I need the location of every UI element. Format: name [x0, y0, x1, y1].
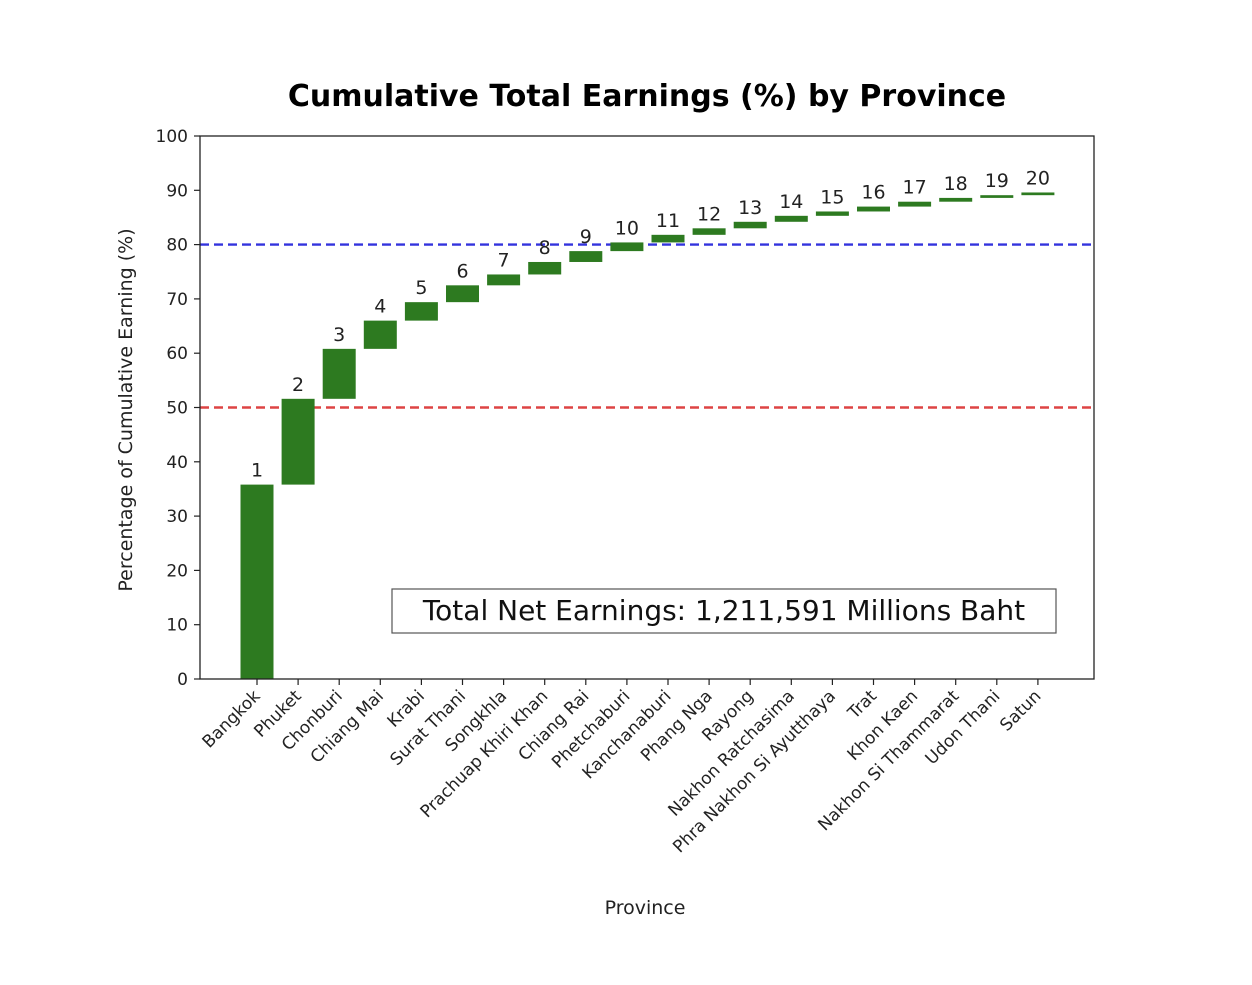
y-tick-label: 50 [166, 399, 188, 419]
y-axis-label: Percentage of Cumulative Earning (%) [115, 228, 137, 591]
bar-rank-label: 2 [292, 374, 304, 396]
y-tick-label: 30 [166, 507, 188, 527]
bar-rank-label: 6 [456, 260, 468, 282]
bar-rank-label: 9 [580, 226, 592, 248]
bar-rank-label: 12 [697, 203, 721, 225]
bar-rank-label: 3 [333, 324, 345, 346]
annotation-box: Total Net Earnings: 1,211,591 Millions B… [391, 588, 1057, 634]
bar-10 [610, 242, 644, 252]
plot-frame [199, 135, 1095, 680]
bar-14 [774, 215, 808, 222]
bar-19 [980, 195, 1014, 198]
bar-20 [1021, 192, 1055, 196]
bar-1 [240, 484, 274, 679]
bar-rank-label: 10 [615, 217, 639, 239]
y-tick-label: 40 [166, 453, 188, 473]
y-tick-label: 90 [166, 181, 188, 201]
bar-rank-label: 19 [985, 170, 1009, 192]
bar-rank-label: 17 [903, 177, 927, 199]
bar-6 [446, 285, 479, 303]
bar-5 [404, 302, 438, 321]
bar-16 [857, 206, 890, 212]
bar-rank-label: 5 [415, 277, 427, 299]
bar-rank-label: 7 [498, 249, 510, 271]
y-tick-label: 20 [166, 561, 188, 581]
total-net-earnings-annotation: Total Net Earnings: 1,211,591 Millions B… [422, 594, 1025, 627]
chart-title: Cumulative Total Earnings (%) by Provinc… [288, 79, 1006, 114]
bar-rank-label: 8 [539, 237, 551, 259]
bar-11 [651, 234, 685, 243]
bar-12 [692, 228, 726, 235]
y-tick-label: 0 [177, 670, 188, 690]
bar-rank-label: 14 [779, 191, 803, 213]
bar-rank-label: 4 [374, 296, 386, 318]
y-tick-label: 60 [166, 344, 188, 364]
y-tick-label: 100 [156, 127, 188, 147]
bar-rank-label: 15 [820, 186, 844, 208]
bar-4 [363, 320, 397, 349]
bar-rank-label: 11 [656, 210, 680, 232]
bar-rank-label: 20 [1026, 167, 1050, 189]
bar-7 [487, 274, 521, 286]
x-category-label: Bangkok [199, 686, 265, 752]
bar-rank-label: 18 [944, 173, 968, 195]
x-category-label: Satun [996, 686, 1045, 735]
bar-17 [898, 201, 932, 207]
bar-15 [815, 211, 849, 216]
bar-13 [733, 221, 767, 229]
bar-3 [322, 348, 356, 399]
bar-rank-label: 1 [251, 460, 263, 482]
bar-9 [569, 251, 603, 262]
bar-18 [939, 197, 973, 202]
x-axis-label: Province [605, 897, 686, 919]
bar-8 [528, 261, 562, 275]
y-tick-label: 10 [166, 616, 188, 636]
bar-rank-label: 16 [861, 182, 885, 204]
y-tick-label: 70 [166, 290, 188, 310]
bar-2 [281, 398, 315, 485]
bar-rank-label: 13 [738, 197, 762, 219]
y-tick-label: 80 [166, 236, 188, 256]
